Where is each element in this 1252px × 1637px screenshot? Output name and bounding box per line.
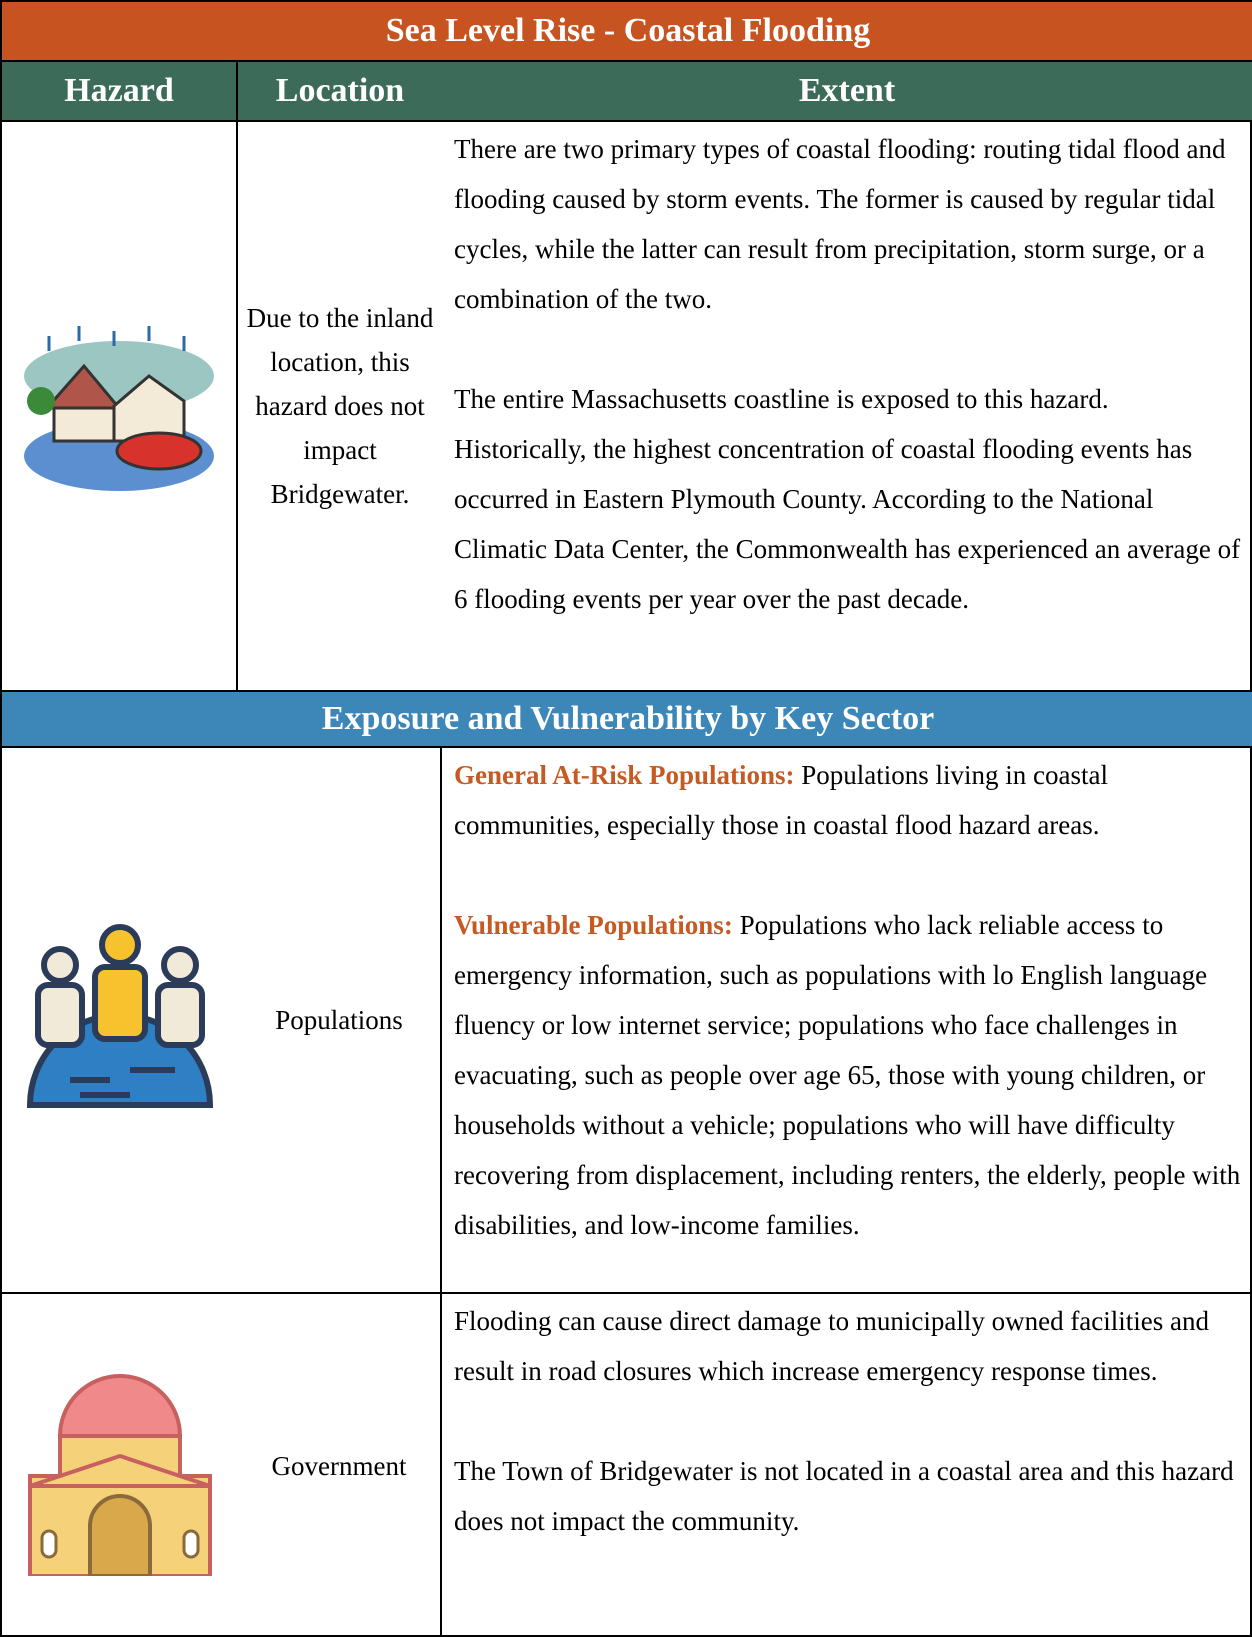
flood-illustration xyxy=(24,326,214,491)
location-cell: Due to the inland location, this hazard … xyxy=(238,122,442,692)
paragraph: The Town of Bridgewater is not located i… xyxy=(454,1446,1242,1546)
sector-name: Government xyxy=(238,1294,442,1637)
paragraph-text: Flooding can cause direct damage to muni… xyxy=(454,1306,1210,1386)
paragraph: The entire Massachusetts coastline is ex… xyxy=(454,384,1241,614)
paragraph: Flooding can cause direct damage to muni… xyxy=(454,1296,1242,1396)
paragraph-text: Populations who lack reliable access to … xyxy=(454,910,1241,1240)
column-header: Location xyxy=(238,62,442,122)
populations-icon xyxy=(26,924,214,1108)
column-header: Hazard xyxy=(2,62,238,122)
paragraph: There are two primary types of coastal f… xyxy=(454,134,1226,314)
government-icon xyxy=(28,1373,212,1576)
section-title: Exposure and Vulnerability by Key Sector xyxy=(2,692,1252,748)
paragraph-text: The Town of Bridgewater is not located i… xyxy=(454,1456,1234,1536)
extent-cell: There are two primary types of coastal f… xyxy=(442,122,1252,692)
hazard-icon xyxy=(2,122,238,692)
column-header: Extent xyxy=(442,62,1252,122)
paragraph: General At-Risk Populations: Populations… xyxy=(454,750,1242,850)
sector-name: Populations xyxy=(238,748,442,1294)
paragraph-text: Populations living in coastal communitie… xyxy=(454,760,1109,840)
sector-text: Flooding can cause direct damage to muni… xyxy=(442,1294,1252,1637)
table-title: Sea Level Rise - Coastal Flooding xyxy=(2,2,1252,62)
sector-text: General At-Risk Populations: Populations… xyxy=(442,748,1252,1294)
paragraph-label: General At-Risk Populations: xyxy=(454,760,795,790)
sector-icon xyxy=(2,1294,238,1637)
paragraph-label: Vulnerable Populations: xyxy=(454,910,733,940)
sector-icon xyxy=(2,748,238,1294)
paragraph: Vulnerable Populations: Populations who … xyxy=(454,900,1242,1250)
